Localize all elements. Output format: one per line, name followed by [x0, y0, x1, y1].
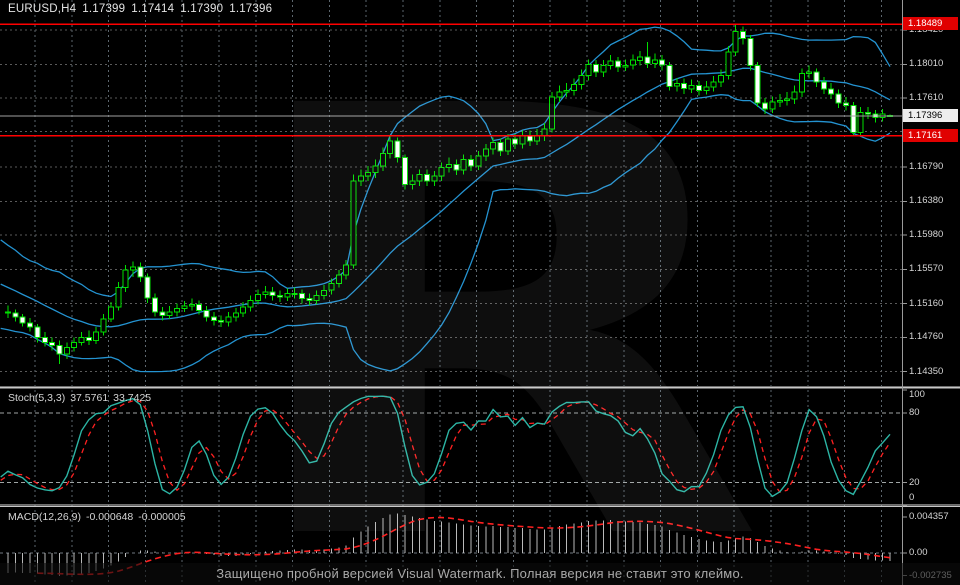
- macd-tick-label: 0.00: [909, 547, 928, 558]
- price-tick-label: 1.16790: [909, 160, 944, 172]
- symbol-period-label: EURUSD,H4: [8, 3, 77, 15]
- stoch-main-value: 37.5761: [70, 392, 109, 404]
- macd-tick-label: 0.004357: [909, 511, 949, 522]
- alert-high-price-badge: 1.18489: [903, 17, 958, 30]
- watermark-banner: Защищено пробной версией Visual Watermar…: [0, 563, 960, 585]
- stoch-signal-value: 33.7425: [113, 392, 152, 404]
- macd-main-value: -0.000648: [85, 511, 134, 523]
- price-tick-label: 1.16380: [909, 195, 944, 207]
- price-tick-label: 1.15980: [909, 228, 944, 240]
- alert-low-price-badge: 1.17161: [903, 129, 958, 142]
- close-value: 1.17396: [229, 3, 273, 15]
- low-value: 1.17390: [180, 3, 224, 15]
- chart-header: EURUSD,H4 1.17399 1.17414 1.17390 1.17396: [8, 3, 278, 15]
- price-tick-label: 1.15160: [909, 297, 944, 309]
- price-tick-label: 1.14760: [909, 331, 944, 343]
- price-tick-label: 1.18010: [909, 58, 944, 70]
- price-tick-label: 1.15570: [909, 263, 944, 275]
- price-tick-label: 1.14350: [909, 365, 944, 377]
- price-axis[interactable]: 1.18489 1.17396 1.17161 1.184201.180101.…: [903, 0, 960, 585]
- stoch-name: Stoch(5,3,3): [8, 392, 66, 404]
- stoch-tick-label: 100: [909, 389, 925, 400]
- high-value: 1.17414: [131, 3, 175, 15]
- stoch-indicator-label: Stoch(5,3,3) 37.5761 33.7425: [8, 392, 156, 404]
- current-price-badge: 1.17396: [903, 109, 958, 122]
- open-value: 1.17399: [82, 3, 126, 15]
- stoch-tick-label: 0: [909, 492, 915, 503]
- stoch-tick-label: 80: [909, 407, 920, 419]
- price-tick-label: 1.17610: [909, 92, 944, 103]
- macd-name: MACD(12,26,9): [8, 511, 81, 523]
- macd-signal-value: -0.000005: [138, 511, 186, 523]
- stoch-tick-label: 20: [909, 476, 920, 488]
- macd-indicator-label: MACD(12,26,9) -0.000648 -0.000005: [8, 511, 191, 523]
